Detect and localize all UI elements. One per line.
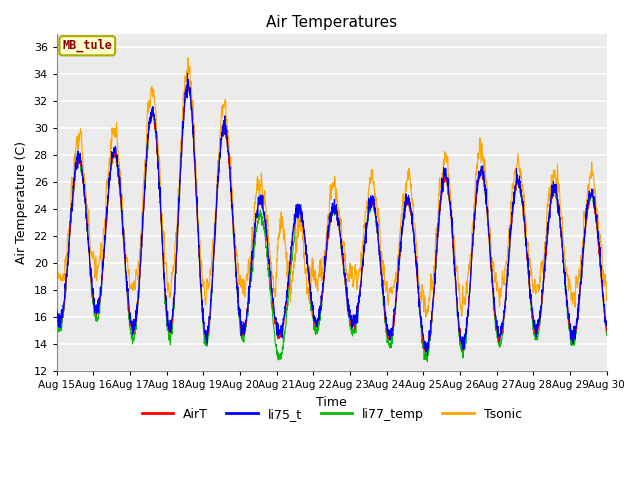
AirT (184, 80, 191, 86)
AirT (360, 251, 367, 257)
li77_temp (424, 359, 431, 365)
Title: Air Temperatures: Air Temperatures (266, 15, 397, 30)
Line: AirT: AirT (57, 83, 607, 351)
Line: li75_t: li75_t (57, 73, 607, 355)
Y-axis label: Air Temperature (C): Air Temperature (C) (15, 141, 28, 264)
AirT (555, 201, 563, 207)
li75_t (603, 319, 611, 324)
li75_t (570, 333, 578, 339)
li75_t (555, 212, 563, 218)
AirT (570, 333, 578, 339)
Line: li77_temp: li77_temp (57, 84, 607, 362)
li75_t (424, 352, 431, 358)
li77_temp (492, 325, 500, 331)
li77_temp (570, 341, 578, 347)
Tsonic (492, 270, 500, 276)
Line: Tsonic: Tsonic (57, 58, 607, 317)
Tsonic (348, 263, 356, 269)
li75_t (492, 313, 500, 319)
li75_t (348, 317, 356, 323)
li75_t (184, 71, 191, 76)
li77_temp (53, 320, 61, 326)
AirT (53, 310, 61, 315)
li77_temp (184, 81, 191, 87)
li77_temp (348, 326, 356, 332)
Tsonic (207, 268, 214, 274)
AirT (423, 348, 431, 354)
Tsonic (422, 314, 429, 320)
li75_t (360, 246, 367, 252)
li77_temp (603, 332, 611, 338)
AirT (492, 318, 500, 324)
AirT (603, 328, 611, 334)
li75_t (53, 306, 61, 312)
li75_t (207, 305, 214, 311)
Tsonic (360, 231, 367, 237)
li77_temp (360, 252, 367, 257)
li77_temp (207, 316, 214, 322)
Legend: AirT, li75_t, li77_temp, Tsonic: AirT, li75_t, li77_temp, Tsonic (136, 403, 527, 426)
X-axis label: Time: Time (316, 396, 347, 408)
Tsonic (570, 289, 578, 295)
Tsonic (184, 55, 192, 61)
AirT (348, 322, 356, 327)
Tsonic (53, 264, 61, 269)
Tsonic (555, 189, 563, 195)
AirT (207, 311, 214, 316)
Tsonic (603, 298, 611, 303)
li77_temp (555, 204, 563, 210)
Text: MB_tule: MB_tule (62, 39, 112, 52)
